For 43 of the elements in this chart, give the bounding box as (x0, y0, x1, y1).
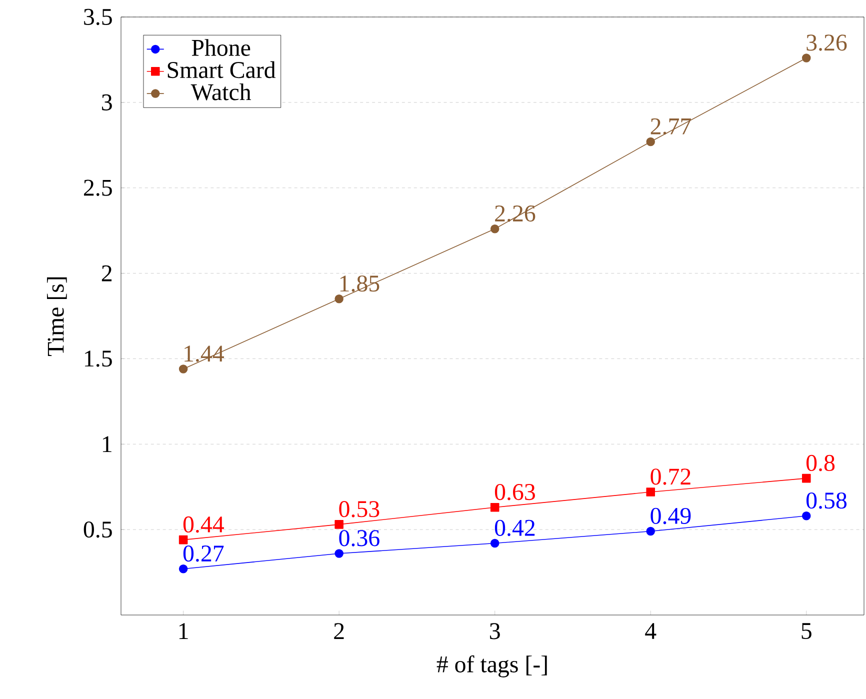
y-tick-label: 2.5 (84, 180, 112, 196)
point (334, 549, 344, 558)
data-label: 0.58 (806, 492, 847, 509)
data-label: 0.42 (494, 520, 535, 536)
x-tick-label: 1 (179, 623, 188, 639)
point (334, 294, 344, 304)
point (802, 512, 811, 520)
point (334, 520, 344, 529)
legend-label: Watch (190, 83, 251, 100)
legend-label: Phone (192, 39, 250, 56)
point (646, 488, 655, 496)
x-tick-label: 3 (490, 623, 500, 640)
point (646, 137, 655, 146)
data-label: 0.63 (494, 484, 535, 500)
y-tick-label: 3.5 (84, 8, 112, 26)
x-tick-label: 5 (802, 623, 812, 640)
y-axis-title: Time [s] (47, 277, 67, 356)
data-label: 3.26 (806, 34, 847, 51)
data-label: 0.49 (650, 508, 691, 524)
data-label: 0.8 (806, 454, 835, 472)
data-label: 0.36 (339, 530, 380, 546)
point (490, 224, 500, 234)
y-tick-label: 3 (102, 94, 112, 110)
y-tick-label: 0.5 (84, 521, 112, 538)
y-tick-label: 1.5 (85, 350, 112, 367)
point (178, 535, 188, 544)
x-tick-label: 4 (645, 623, 656, 639)
point (646, 526, 655, 536)
point (490, 502, 500, 512)
legend-label: Smart Card (168, 61, 276, 78)
y-tick-label: 1 (102, 436, 112, 452)
data-label: 0.53 (339, 501, 380, 518)
point (802, 54, 811, 62)
point (802, 474, 811, 483)
data-label: 0.72 (650, 468, 690, 485)
x-axis-title: # of tags [-] (436, 655, 547, 678)
point (178, 564, 188, 574)
data-label: 0.27 (183, 545, 224, 562)
point (490, 538, 500, 548)
x-tick-label: 2 (334, 623, 344, 639)
point (178, 364, 188, 374)
y-tick-label: 2 (102, 265, 112, 282)
data-label: 0.44 (183, 516, 224, 533)
